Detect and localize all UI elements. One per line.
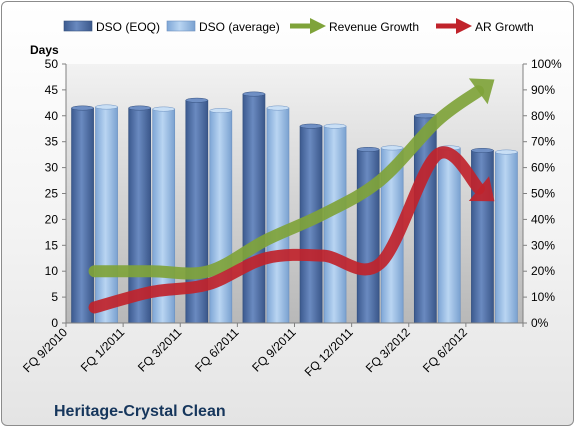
bar-dso-eoq — [71, 107, 94, 324]
chart-title: Heritage-Crystal Clean — [54, 403, 226, 420]
y-tick-label: 5 — [51, 290, 58, 304]
y-tick-label: 45 — [45, 83, 59, 97]
bar-dso-eoq — [242, 93, 266, 324]
line-revenue-growth — [88, 85, 485, 280]
y-tick-label: 20 — [45, 212, 59, 226]
bar-dso-average — [266, 107, 290, 324]
bar-dso-average — [209, 110, 233, 324]
bar-cap-dso-average — [209, 108, 233, 114]
bar-dso-average — [323, 125, 347, 324]
x-tick-label: FQ 6/2011 — [192, 325, 242, 375]
y2-tick-label: 70% — [531, 135, 555, 149]
legend-label-revenue-growth: Revenue Growth — [329, 20, 419, 34]
y2-tick-label: 10% — [531, 290, 555, 304]
bar-cap-dso-average — [95, 104, 118, 110]
bar-cap-dso-average — [152, 106, 175, 112]
bar-dso-average — [495, 151, 518, 324]
y2-tick-label: 90% — [531, 83, 555, 97]
x-tick-label: FQ 12/2011 — [302, 325, 356, 379]
bar-cap-dso-eoq — [471, 148, 494, 153]
y2-tick-label: 30% — [531, 238, 555, 252]
y-tick-label: 50 — [45, 57, 59, 71]
legend-arrow-ar-growth — [436, 18, 472, 34]
y-axis-label: Days — [30, 43, 59, 57]
x-tick-label: FQ 3/2012 — [363, 325, 413, 375]
x-tick-label: FQ 6/2012 — [420, 325, 470, 375]
line-ar-growth — [88, 146, 485, 314]
y2-tick-label: 0% — [531, 316, 549, 330]
lines-layer — [88, 78, 495, 314]
legend-swatch-dso-eoq — [63, 20, 93, 32]
x-tick-label: FQ 9/2011 — [249, 325, 299, 375]
y2-tick-label: 40% — [531, 212, 555, 226]
y2-tick-label: 100% — [531, 57, 562, 71]
bar-dso-eoq — [356, 149, 380, 324]
legend-label-dso-eoq: DSO (EOQ) — [96, 20, 160, 34]
bar-dso-average — [95, 106, 118, 324]
bar-cap-dso-eoq — [71, 105, 94, 111]
y-tick-label: 30 — [45, 161, 59, 175]
y-tick-label: 10 — [45, 264, 59, 278]
arrowhead-revenue-growth — [468, 78, 495, 105]
y-tick-label: 25 — [45, 187, 59, 201]
bar-cap-dso-eoq — [185, 97, 209, 103]
bar-cap-dso-eoq — [299, 123, 323, 129]
y-tick-label: 40 — [45, 109, 59, 123]
legend-arrow-revenue-growth — [290, 18, 326, 34]
legend-label-dso-average: DSO (average) — [199, 20, 280, 34]
legend-swatch-dso-average — [166, 20, 196, 32]
arrowhead-ar-growth — [468, 176, 495, 202]
y-tick-label: 15 — [45, 238, 59, 252]
x-tick-label: FQ 1/2011 — [78, 325, 128, 375]
y2-tick-label: 20% — [531, 264, 555, 278]
y2-tick-label: 50% — [531, 187, 555, 201]
bar-cap-dso-average — [323, 123, 347, 129]
y-tick-label: 0 — [51, 316, 58, 330]
y-tick-label: 35 — [45, 135, 59, 149]
bar-cap-dso-average — [380, 145, 404, 151]
y2-tick-label: 60% — [531, 161, 555, 175]
legend: DSO (EOQ) DSO (average) Revenue Growth A… — [63, 18, 534, 34]
legend-label-ar-growth: AR Growth — [475, 20, 534, 34]
bar-cap-dso-eoq — [128, 105, 151, 111]
bar-cap-dso-average — [495, 149, 518, 155]
bar-dso-average — [437, 147, 461, 324]
y2-tick-label: 80% — [531, 109, 555, 123]
bar-cap-dso-eoq — [242, 91, 266, 97]
x-tick-label: FQ 9/2010 — [20, 325, 70, 375]
x-tick-label: FQ 3/2011 — [135, 325, 185, 375]
bar-cap-dso-average — [266, 105, 290, 111]
bar-cap-dso-eoq — [356, 147, 380, 152]
